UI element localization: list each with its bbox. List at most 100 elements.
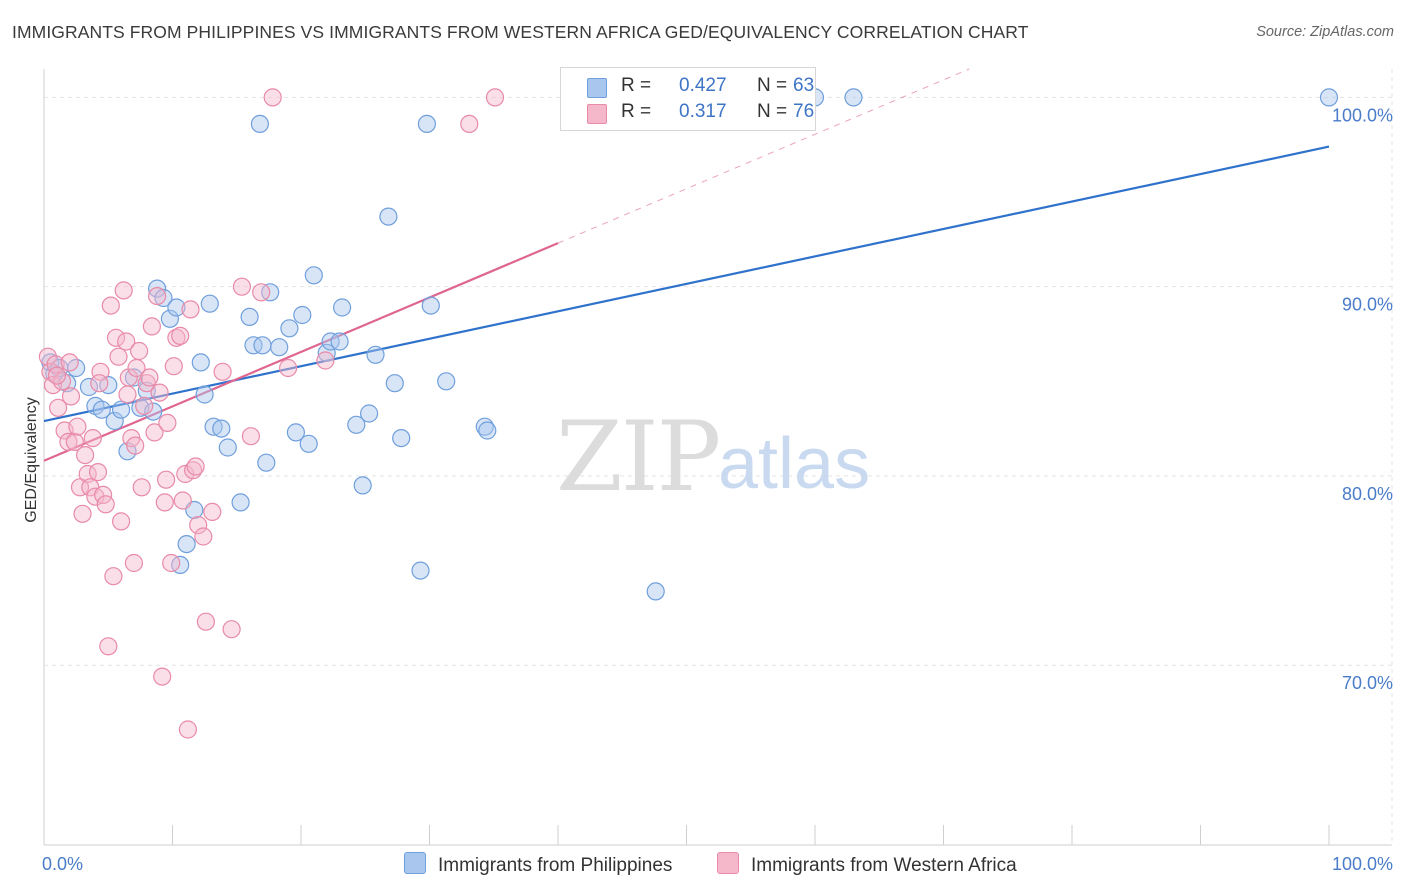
philippines-point bbox=[240, 307, 259, 326]
trend-lines bbox=[43, 68, 1330, 462]
philippines-point bbox=[99, 376, 118, 395]
western-africa-point bbox=[118, 385, 137, 404]
watermark: ZIP atlas bbox=[556, 401, 870, 513]
legend-n-label: N = bbox=[757, 75, 788, 96]
western-africa-point bbox=[86, 487, 105, 506]
western-africa-point bbox=[48, 398, 68, 417]
philippines-point bbox=[231, 493, 250, 512]
western-africa-point bbox=[145, 423, 164, 442]
western-africa-point bbox=[181, 300, 200, 319]
philippines-point bbox=[195, 385, 214, 404]
western-africa-point bbox=[189, 515, 208, 535]
western-africa-point bbox=[153, 667, 172, 686]
western-africa-point bbox=[124, 553, 143, 573]
legend-n-value: 63 bbox=[793, 75, 815, 96]
philippines-point bbox=[79, 377, 99, 397]
western-africa-point bbox=[88, 463, 108, 482]
western-africa-point bbox=[171, 326, 190, 345]
philippines-point bbox=[304, 266, 323, 285]
western-africa-point bbox=[158, 413, 177, 432]
y-tick-label: 80.0% bbox=[1342, 484, 1393, 504]
philippines-point bbox=[212, 419, 231, 438]
western-africa-point bbox=[75, 446, 95, 465]
x-tick-label: 100.0% bbox=[1332, 854, 1393, 874]
philippines-point bbox=[366, 345, 385, 364]
legend-n-label: N = bbox=[757, 101, 788, 122]
tick-labels: 70.0% 80.0% 90.0% 100.0% 0.0% 100.0% bbox=[42, 105, 1393, 874]
western-africa-point bbox=[157, 470, 176, 489]
western-africa-point bbox=[68, 417, 87, 436]
data-points bbox=[38, 88, 1339, 739]
legend-r-label: R = bbox=[621, 101, 652, 122]
western-africa-point bbox=[186, 457, 205, 476]
philippines-point bbox=[1319, 88, 1339, 107]
western-africa-point bbox=[150, 383, 169, 402]
philippines-point bbox=[105, 411, 124, 431]
source-credit: Source: ZipAtlas.com bbox=[1256, 24, 1394, 40]
grid-lines bbox=[44, 69, 1393, 845]
western-africa-point bbox=[162, 553, 181, 573]
western-africa-point bbox=[140, 368, 159, 387]
philippines-point bbox=[353, 476, 372, 495]
legend-r-label: R = bbox=[621, 75, 652, 96]
western-africa-point bbox=[47, 366, 67, 385]
philippines-point bbox=[270, 338, 289, 357]
western-africa-point bbox=[173, 491, 192, 510]
legend-swatch-pink bbox=[587, 104, 607, 124]
western-africa-point bbox=[178, 720, 197, 739]
western-africa-point bbox=[279, 358, 298, 378]
western-africa-point bbox=[96, 495, 115, 514]
western-africa-point bbox=[213, 362, 232, 381]
x-tick-label: 0.0% bbox=[42, 854, 83, 874]
western-africa-point bbox=[59, 432, 78, 451]
western-africa-point bbox=[106, 328, 126, 347]
western-africa-point bbox=[117, 332, 136, 351]
philippines-point bbox=[411, 561, 430, 580]
bottom-swatch-blue bbox=[404, 852, 426, 874]
philippines-point bbox=[478, 421, 497, 440]
legend-r-value: 0.427 bbox=[679, 75, 727, 96]
western-africa-point bbox=[60, 353, 79, 372]
western-africa-point bbox=[61, 387, 81, 406]
philippines-point bbox=[646, 582, 665, 601]
philippines-trendline bbox=[43, 145, 1330, 423]
western-africa-point bbox=[232, 277, 251, 296]
philippines-point bbox=[347, 415, 366, 434]
philippines-point bbox=[844, 88, 863, 107]
philippines-point bbox=[257, 453, 276, 472]
western-africa-point bbox=[132, 478, 151, 497]
bottom-legend-philippines: Immigrants from Philippines bbox=[404, 852, 672, 877]
western-africa-point bbox=[222, 620, 241, 639]
western-africa-point bbox=[52, 372, 72, 391]
western-africa-point bbox=[142, 317, 161, 336]
western-africa-point bbox=[101, 296, 120, 315]
western-africa-point bbox=[38, 347, 58, 366]
axes bbox=[43, 69, 1392, 846]
western-africa-point bbox=[43, 376, 63, 395]
western-africa-point bbox=[148, 287, 167, 306]
bottom-legend-label: Immigrants from Philippines bbox=[438, 855, 673, 876]
philippines-point bbox=[317, 343, 336, 362]
philippines-point bbox=[280, 319, 299, 338]
legend-n-value: 76 bbox=[793, 101, 815, 122]
y-tick-label: 100.0% bbox=[1332, 105, 1393, 125]
legend-r-value: 0.317 bbox=[679, 101, 727, 122]
watermark-zip: ZIP bbox=[556, 401, 719, 513]
philippines-point bbox=[148, 279, 167, 298]
legend-swatch-blue bbox=[587, 78, 607, 98]
philippines-point bbox=[191, 353, 210, 372]
western-africa-point bbox=[316, 351, 335, 370]
western-africa-point bbox=[83, 429, 102, 448]
western-africa-point bbox=[99, 637, 118, 656]
philippines-point bbox=[392, 429, 411, 448]
bottom-legend-label: Immigrants from Western Africa bbox=[751, 855, 1017, 876]
western-africa-point bbox=[155, 493, 174, 512]
philippines-point bbox=[171, 555, 190, 575]
philippines-point bbox=[154, 288, 173, 308]
western-africa-point bbox=[90, 374, 109, 393]
western-africa-point bbox=[241, 427, 260, 446]
philippines-point bbox=[253, 336, 272, 355]
western-africa-point bbox=[485, 88, 505, 107]
western-africa-point bbox=[203, 502, 222, 521]
